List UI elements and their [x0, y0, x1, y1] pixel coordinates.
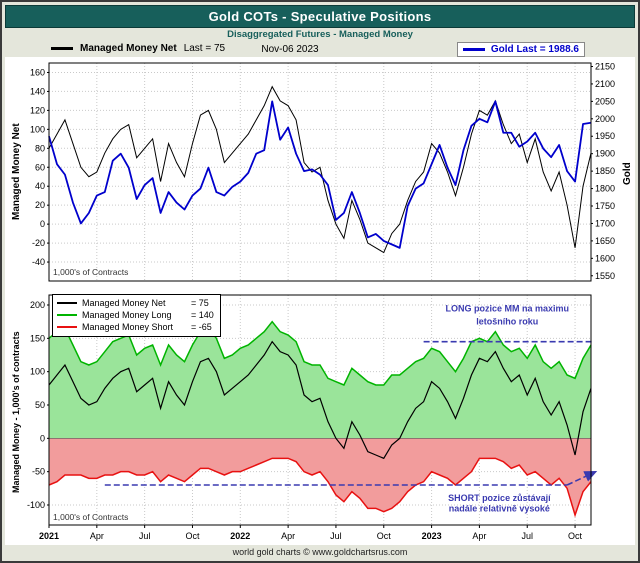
long-swatch [57, 314, 77, 316]
source-credit: world gold charts © www.goldchartsrus.co… [232, 547, 408, 557]
svg-text:50: 50 [35, 400, 45, 410]
svg-text:1750: 1750 [595, 201, 615, 211]
svg-text:1800: 1800 [595, 184, 615, 194]
legend-long-label: Managed Money Long [82, 310, 172, 320]
svg-text:1650: 1650 [595, 236, 615, 246]
top-plot-border [48, 62, 592, 282]
svg-text:150: 150 [30, 333, 45, 343]
x-axis-label: Apr [90, 531, 104, 541]
top-left-axis-title: Managed Money Net [11, 123, 22, 220]
svg-text:1550: 1550 [595, 271, 615, 281]
svg-text:-100: -100 [27, 500, 45, 510]
short-area [49, 438, 591, 515]
legend-net-value: = 75 [191, 298, 209, 308]
svg-text:2050: 2050 [595, 96, 615, 106]
gold-line-swatch [462, 48, 485, 51]
bottom-panel-legend: Managed Money Net = 75 Managed Money Lon… [52, 294, 221, 337]
short-swatch [57, 326, 77, 328]
x-axis-label: 2022 [230, 531, 250, 541]
net-legend-label: Managed Money Net [80, 43, 177, 54]
long-area [49, 321, 591, 439]
short-annotation-text: SHORT pozice zůstávají [448, 493, 551, 503]
legend-row-short: Managed Money Short = -65 [57, 321, 214, 333]
date-label: Nov-06 2023 [261, 44, 319, 55]
svg-text:0: 0 [40, 433, 45, 443]
page-title: Gold COTs - Speculative Positions [5, 5, 635, 28]
contracts-note-top: 1,000's of Contracts [53, 267, 129, 277]
svg-text:140: 140 [30, 86, 45, 96]
svg-text:1900: 1900 [595, 149, 615, 159]
chart-subtitle: Disaggregated Futures - Managed Money [227, 29, 413, 40]
svg-text:200: 200 [30, 300, 45, 310]
svg-text:20: 20 [35, 200, 45, 210]
x-axis-label: 2021 [39, 531, 59, 541]
svg-text:100: 100 [30, 124, 45, 134]
short-annotation-text: nadále relativně vysoké [449, 504, 550, 514]
svg-text:1700: 1700 [595, 218, 615, 228]
short-annotation-arrow [566, 470, 598, 486]
svg-text:-50: -50 [32, 467, 45, 477]
net-line-swatch [51, 47, 73, 50]
short-line [48, 457, 592, 518]
svg-text:80: 80 [35, 143, 45, 153]
x-axis-label: Jul [521, 531, 533, 541]
net-line [48, 340, 592, 460]
x-axis-label: Oct [377, 531, 392, 541]
x-axis-label: Oct [185, 531, 200, 541]
legend-short-value: = -65 [191, 322, 212, 332]
top-chart: -40 -20 0 20 40 60 80 100 120 140 160 1550 1600 1650 1… [5, 57, 635, 291]
mm-net-line [48, 85, 592, 254]
svg-text:2100: 2100 [595, 79, 615, 89]
x-axis-label: Oct [568, 531, 583, 541]
bottom-plot-border [48, 294, 592, 526]
long-line [48, 320, 592, 386]
svg-text:2000: 2000 [595, 114, 615, 124]
svg-text:1600: 1600 [595, 253, 615, 263]
long-annotation-text: LONG pozice MM na maximu [446, 304, 570, 314]
legend-row-long: Managed Money Long = 140 [57, 309, 214, 321]
net-swatch [57, 302, 77, 304]
svg-text:120: 120 [30, 105, 45, 115]
svg-text:2150: 2150 [595, 61, 615, 71]
gold-last-value: Gold Last = 1988.6 [490, 44, 579, 55]
chart-area: -40 -20 0 20 40 60 80 100 120 140 160 1550 1600 1650 1… [5, 57, 635, 545]
svg-text:0: 0 [40, 219, 45, 229]
x-axis-label: Jul [139, 531, 151, 541]
right-axis-title: Gold [622, 162, 633, 185]
x-axis-label: Jul [330, 531, 342, 541]
svg-text:-20: -20 [32, 238, 45, 248]
gold-legend: Gold Last = 1988.6 [456, 42, 585, 57]
x-axis-label: 2023 [422, 531, 442, 541]
svg-text:40: 40 [35, 181, 45, 191]
top-legend: Managed Money Net Last = 75 Nov-06 2023 … [5, 42, 635, 57]
svg-text:1850: 1850 [595, 166, 615, 176]
bottom-left-axis-title: Managed Money - 1,000's of contracts [11, 331, 21, 493]
net-last-value: Last = 75 [183, 43, 226, 54]
svg-text:100: 100 [30, 367, 45, 377]
legend-net-label: Managed Money Net [82, 298, 166, 308]
gold-line [48, 100, 592, 249]
x-axis-label: Apr [281, 531, 295, 541]
legend-short-label: Managed Money Short [82, 322, 174, 332]
svg-text:1950: 1950 [595, 131, 615, 141]
legend-row-net: Managed Money Net = 75 [57, 297, 214, 309]
svg-text:160: 160 [30, 67, 45, 77]
legend-long-value: = 140 [191, 310, 214, 320]
x-axis-label: Apr [472, 531, 486, 541]
net-legend: Managed Money Net Last = 75 [51, 43, 225, 54]
contracts-note-bottom: 1,000's of Contracts [53, 512, 129, 522]
long-annotation-text: letošního roku [476, 316, 538, 326]
svg-text:60: 60 [35, 162, 45, 172]
svg-text:-40: -40 [32, 257, 45, 267]
